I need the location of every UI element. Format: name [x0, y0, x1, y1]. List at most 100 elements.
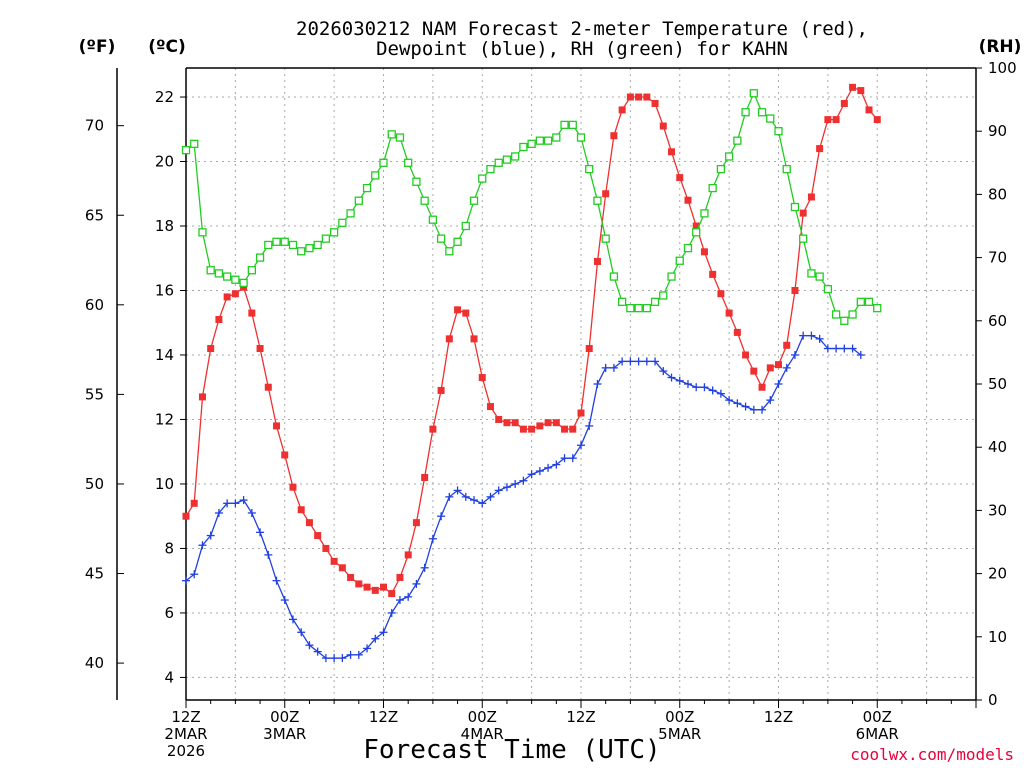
- rh-point: [560, 120, 569, 130]
- rh-point: [856, 297, 865, 306]
- dewpoint-point: [634, 357, 643, 366]
- dewpoint-point: [264, 550, 273, 559]
- rh-point: [222, 272, 232, 281]
- celsius-tick-label: 14: [155, 346, 174, 364]
- temperature-point: [371, 586, 379, 594]
- rh-point: [642, 304, 651, 313]
- rh-point: [626, 304, 635, 313]
- rh-point: [280, 237, 289, 246]
- dewpoint-point: [412, 579, 421, 588]
- temperature-point: [857, 87, 865, 95]
- dewpoint-point: [461, 492, 470, 501]
- rh-point: [864, 297, 874, 306]
- rh-tick-label: 100: [988, 59, 1017, 77]
- dewpoint-point: [519, 476, 528, 485]
- dewpoint-point: [741, 402, 750, 411]
- chart-title-line-1: 2026030212 NAM Forecast 2-meter Temperat…: [296, 18, 868, 40]
- dewpoint-point: [618, 357, 627, 366]
- celsius-tick-label: 4: [164, 668, 174, 686]
- dewpoint-point: [404, 592, 413, 601]
- celsius-tick-label: 10: [155, 475, 174, 493]
- rh-point: [231, 275, 240, 284]
- rh-point: [453, 237, 462, 246]
- temperature-point: [355, 580, 363, 588]
- temperature-point: [610, 132, 618, 140]
- temperature-point: [388, 590, 396, 598]
- dewpoint-point: [387, 608, 396, 617]
- temperature-point: [659, 122, 667, 130]
- rh-series: [181, 89, 882, 325]
- temperature-point: [799, 209, 807, 217]
- dewpoint-point: [700, 383, 709, 392]
- temperature-point: [700, 248, 708, 256]
- temperature-point: [264, 383, 272, 391]
- rh-point: [494, 158, 503, 167]
- x-tick-label: 00Z: [270, 708, 299, 726]
- rh-point: [239, 278, 248, 288]
- temperature-point: [338, 564, 346, 572]
- temperature-point: [552, 419, 560, 427]
- temperature-point: [462, 309, 470, 317]
- rh-point: [412, 177, 421, 186]
- temperature-point: [635, 93, 643, 101]
- dewpoint-point: [486, 492, 495, 501]
- dewpoint-point: [626, 357, 635, 366]
- temperature-point: [289, 483, 297, 491]
- rh-point: [247, 266, 256, 275]
- temperature-point: [775, 361, 782, 369]
- celsius-tick-label: 18: [155, 217, 174, 235]
- dewpoint-point: [716, 389, 725, 398]
- dewpoint-point: [330, 654, 339, 663]
- temperature-point: [248, 309, 256, 317]
- temperature-point: [536, 422, 544, 430]
- x-tick-label: 2026: [167, 742, 205, 760]
- x-tick-label: 12Z: [764, 708, 793, 726]
- dewpoint-point: [182, 576, 190, 585]
- temperature-point: [445, 335, 453, 343]
- dewpoint-point: [288, 615, 297, 624]
- rh-point: [519, 142, 528, 152]
- temperature-line: [185, 86, 878, 595]
- rh-point: [576, 133, 586, 142]
- temperature-series: [182, 83, 881, 598]
- temperature-point: [273, 422, 281, 430]
- axes: [116, 67, 977, 701]
- dewpoint-point: [338, 654, 347, 663]
- temperature-point: [840, 99, 848, 107]
- dewpoint-point: [733, 399, 742, 408]
- temperature-point: [190, 499, 198, 507]
- temperature-point: [668, 148, 676, 156]
- rh-point: [329, 228, 339, 237]
- axis-ticks: 4 6 8 10 12 14 16 18 20 22 40 45 50 55 60 65 70 0 10 20 30 40…: [85, 59, 1017, 760]
- dewpoint-point: [840, 344, 849, 353]
- rh-point: [667, 272, 676, 281]
- rh-point: [840, 316, 849, 325]
- temperature-point: [470, 335, 478, 343]
- rh-point: [445, 247, 454, 256]
- temperature-point: [412, 519, 420, 527]
- dewpoint-point: [659, 367, 668, 376]
- fahrenheit-tick-label: 50: [85, 475, 104, 493]
- temperature-point: [544, 419, 552, 427]
- rh-tick-label: 80: [988, 185, 1007, 203]
- temperature-point: [256, 345, 264, 353]
- temperature-point: [618, 106, 626, 114]
- dewpoint-point: [280, 596, 289, 605]
- dewpoint-point: [568, 454, 577, 463]
- fahrenheit-tick-label: 60: [85, 296, 104, 314]
- rh-point: [716, 164, 726, 174]
- rh-tick-label: 60: [988, 312, 1007, 330]
- rh-tick-label: 50: [988, 375, 1007, 393]
- rh-point: [214, 269, 224, 278]
- dewpoint-point: [577, 441, 585, 450]
- dewpoint-point: [379, 628, 388, 637]
- celsius-tick-label: 12: [155, 410, 174, 428]
- x-tick-label: 00Z: [468, 708, 497, 726]
- celsius-tick-label: 22: [155, 88, 174, 106]
- x-tick-label: 6MAR: [856, 725, 899, 743]
- dewpoint-point: [799, 331, 808, 340]
- temperature-point: [223, 293, 231, 301]
- temperature-point: [297, 506, 305, 514]
- dewpoint-point: [223, 499, 232, 508]
